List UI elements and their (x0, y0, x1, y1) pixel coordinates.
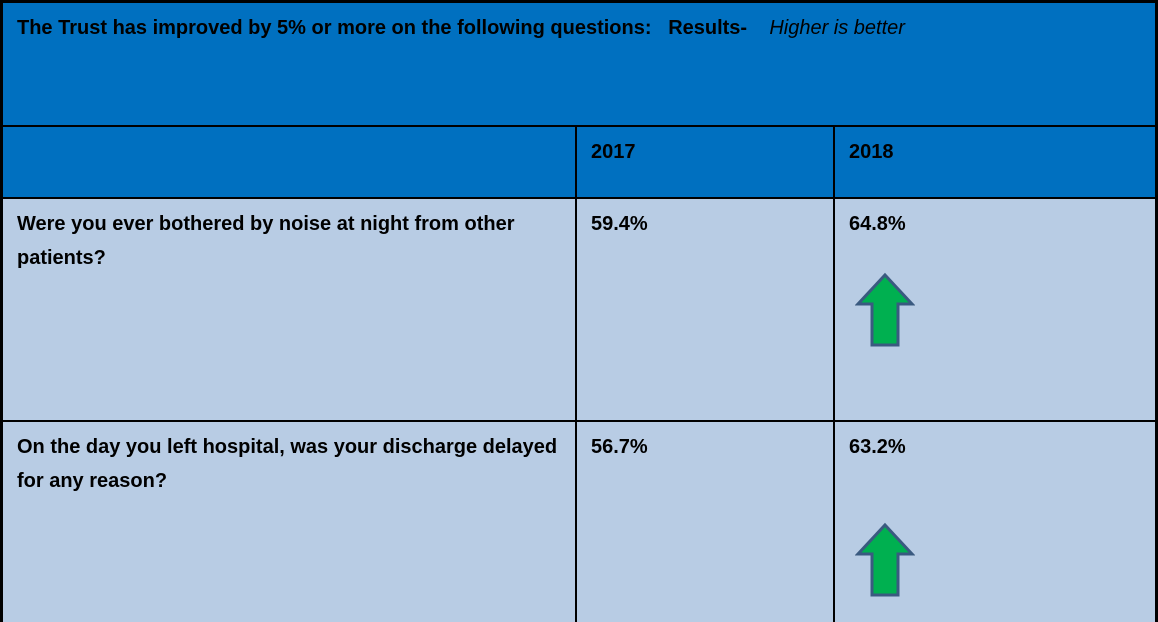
up-arrow (855, 272, 915, 347)
header-note: Higher is better (769, 17, 905, 39)
value-cell: 56.7% (575, 420, 835, 622)
column-header: 2018 (833, 125, 1158, 199)
results-label: Results- (668, 17, 748, 39)
up-arrow (855, 522, 915, 597)
column-header: 2017 (575, 125, 835, 199)
header-title: The Trust has improved by 5% or more on … (17, 17, 652, 39)
question-cell: On the day you left hospital, was your d… (0, 420, 577, 622)
question-cell: Were you ever bothered by noise at night… (0, 197, 577, 422)
header-cell: The Trust has improved by 5% or more on … (0, 0, 1158, 127)
value-cell: 59.4% (575, 197, 835, 422)
corner-cell (0, 125, 577, 199)
